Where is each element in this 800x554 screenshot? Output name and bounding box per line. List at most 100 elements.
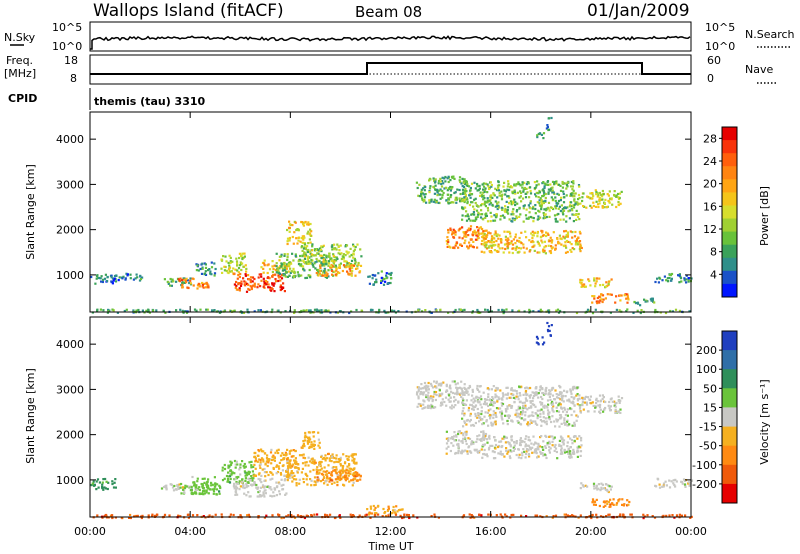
data-cell [474,231,478,234]
data-cell [483,189,487,192]
data-cell [423,381,427,385]
data-cell [459,308,462,311]
data-cell [442,191,445,195]
data-cell [311,461,315,465]
data-cell [297,463,300,466]
data-cell [528,446,531,449]
data-cell [331,265,334,268]
data-cell [253,284,256,287]
data-cell [466,418,469,422]
data-cell [490,246,493,249]
data-cell [514,248,517,251]
data-cell [333,461,336,464]
data-cell [599,403,602,406]
data-cell [235,260,239,263]
data-cell [531,216,534,219]
data-cell [326,272,329,276]
data-cell [551,400,554,403]
data-cell [506,237,509,240]
data-cell [549,251,553,255]
data-cell [664,480,667,483]
data-cell [548,442,551,445]
data-cell [338,471,341,474]
data-cell [538,445,542,448]
data-cell [355,267,358,270]
data-cell [678,513,681,516]
data-cell [447,445,450,448]
data-cell [269,458,272,461]
data-cell [562,410,565,413]
data-cell [619,202,622,205]
data-cell [469,516,472,519]
data-cell [566,445,569,448]
data-cell [496,196,499,199]
data-cell [592,201,595,204]
data-cell [472,240,475,243]
data-cell [619,408,622,411]
data-cell [622,514,625,517]
data-cell [348,463,351,466]
data-cell [317,479,320,482]
data-cell [307,230,310,233]
data-cell [617,196,620,199]
data-cell [334,264,337,267]
data-cell [209,270,212,273]
data-cell [171,486,175,489]
data-cell [528,239,531,242]
data-cell [538,191,541,194]
data-cell [324,271,327,274]
data-cell [520,514,523,517]
data-cell [248,495,251,498]
data-cell [494,423,497,426]
data-cell [324,262,327,265]
data-cell [558,384,561,388]
data-cell [141,514,144,517]
data-cell [236,277,239,280]
data-cell [526,444,529,447]
data-cell [290,455,293,458]
date-label: 01/Jan/2009 [587,1,690,21]
data-cell [489,211,492,214]
data-cell [591,312,595,315]
data-cell [240,255,243,258]
data-cell [227,471,230,474]
data-cell [496,202,499,205]
data-cell [211,309,214,312]
data-cell [325,271,328,274]
data-cell [314,261,317,264]
data-cell [455,196,458,199]
data-cell [615,194,618,197]
data-cell [252,284,255,287]
data-cell [538,244,541,247]
data-cell [470,201,473,204]
data-cell [536,456,539,459]
data-cell [553,436,556,439]
data-cell [649,298,652,301]
data-cell [574,192,577,195]
data-cell [486,308,489,312]
data-cell [542,212,545,215]
data-cell [473,448,476,451]
data-cell [281,264,284,267]
data-cell [566,185,569,188]
data-cell [639,311,642,315]
data-cell [292,449,295,452]
data-cell [123,309,126,313]
data-cell [563,408,567,411]
data-cell [529,419,532,422]
data-cell [581,400,584,404]
data-cell [302,453,305,456]
data-cell [541,250,545,253]
data-cell [529,189,532,193]
data-cell [579,450,583,453]
data-cell [234,286,237,289]
data-cell [517,456,520,459]
data-cell [492,400,495,404]
data-cell [476,438,479,441]
data-cell [621,498,624,501]
data-cell [605,281,608,284]
data-cell [524,214,528,217]
colorbar-frame [721,330,738,504]
data-cell [461,218,464,221]
